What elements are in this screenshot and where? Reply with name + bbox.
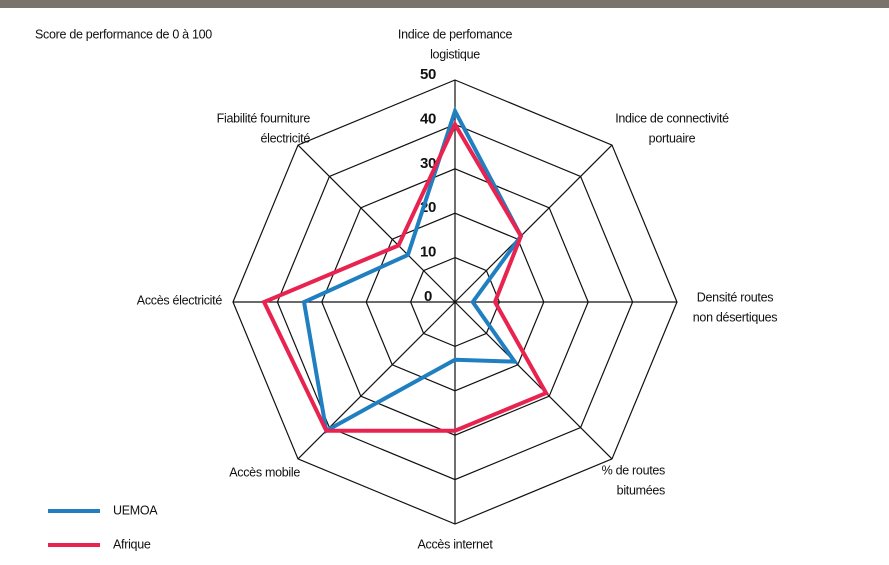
axis-label: Fiabilité fourniture <box>217 111 311 125</box>
axis-label: Accès mobile <box>229 465 300 479</box>
chart-subtitle: Score de performance de 0 à 100 <box>35 27 212 41</box>
series-line <box>261 120 549 433</box>
series-line <box>301 105 524 434</box>
legend-label: Afrique <box>113 537 151 551</box>
axis-label: non désertiques <box>693 310 778 324</box>
axis-label: Accès internet <box>417 537 493 551</box>
axis-label: Indice de connectivité <box>615 111 729 125</box>
axis-label: bitumées <box>617 483 665 497</box>
spoke <box>454 144 613 303</box>
tick-label: 50 <box>420 66 436 83</box>
spoke <box>297 301 456 460</box>
tick-label: 40 <box>420 110 436 127</box>
axis-label: électricité <box>261 131 311 145</box>
axis-label: Accès électricité <box>137 293 223 307</box>
axis-label: % de routes <box>602 463 665 477</box>
tick-label: 0 <box>424 288 432 305</box>
spoke <box>297 144 456 303</box>
axis-label: Indice de perfomance <box>398 27 513 41</box>
axis-label: logistique <box>430 47 480 61</box>
axis-label: portuaire <box>649 131 696 145</box>
tick-label: 30 <box>420 155 436 172</box>
legend-label: UEMOA <box>113 503 158 517</box>
tick-label: 10 <box>420 244 436 261</box>
axis-label: Densité routes <box>697 290 773 304</box>
spoke <box>454 301 613 460</box>
top-bar <box>0 0 889 8</box>
